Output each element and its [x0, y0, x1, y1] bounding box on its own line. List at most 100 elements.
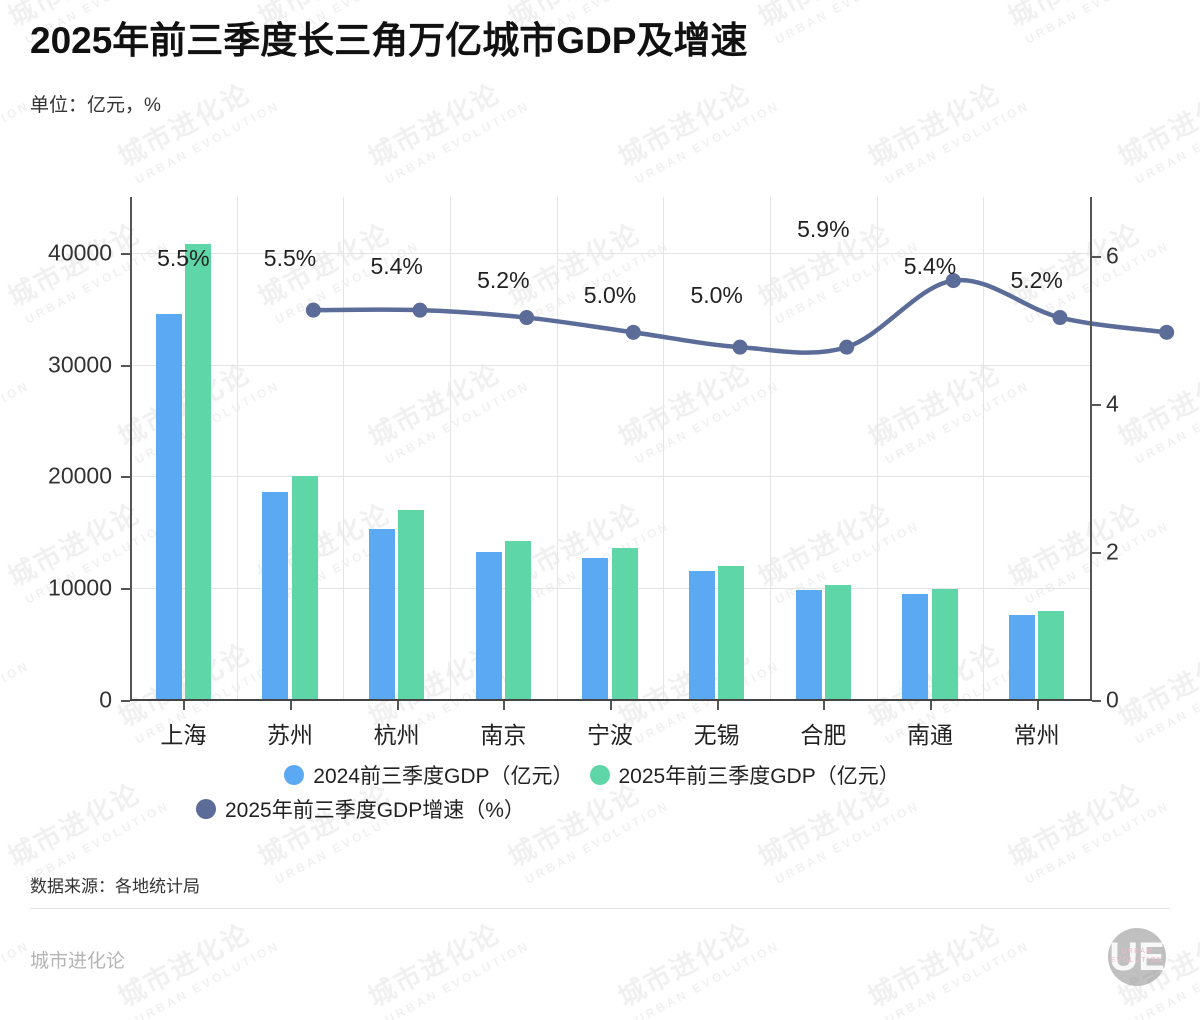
legend-label: 2024前三季度GDP（亿元） — [313, 765, 574, 788]
bar-2025 — [824, 584, 852, 700]
gridline-vertical — [236, 197, 238, 700]
legend-label: 2025年前三季度GDP（亿元） — [618, 765, 900, 788]
chart-legend: 2024前三季度GDP（亿元） 2025年前三季度GDP（亿元） 2025年前三季… — [0, 760, 1200, 828]
bar-2025 — [1038, 610, 1065, 700]
legend-swatch-circle-icon — [196, 799, 216, 819]
bar-2024 — [795, 590, 822, 700]
legend-item[interactable]: 2025年前三季度GDP（亿元） — [589, 760, 900, 790]
line-data-point — [412, 302, 428, 318]
gridline-horizontal — [130, 476, 1090, 478]
gridline-vertical — [556, 197, 558, 700]
svg-text:URBAN: URBAN — [1121, 948, 1153, 955]
bar-2024 — [1008, 615, 1036, 700]
gridline-horizontal — [130, 364, 1090, 366]
x-axis-tick — [930, 701, 932, 710]
y-axis-right-tick — [1092, 700, 1101, 702]
line-data-point — [625, 324, 641, 340]
bar-2024 — [155, 314, 182, 700]
legend-row-primary: 2024前三季度GDP（亿元） 2025年前三季度GDP（亿元） — [0, 760, 1200, 790]
line-data-point — [305, 302, 321, 318]
svg-text:UE: UE — [1109, 935, 1165, 979]
x-axis-category-label: 南通 — [907, 722, 953, 748]
chart-canvas: 0 10000 20000 30000 40000 0 2 4 6 上海 苏州 杭州 南京 宁波 无锡 合… — [0, 180, 1200, 760]
y-axis-right-tick-label: 6 — [1106, 242, 1119, 269]
gridline-horizontal — [130, 252, 1090, 254]
line-data-point — [1052, 310, 1068, 326]
page-title: 2025年前三季度长三角万亿城市GDP及增速 — [30, 20, 748, 61]
y-axis-left-tick-label: 0 — [99, 686, 112, 713]
legend-label: 2025年前三季度GDP增速（%） — [225, 799, 525, 822]
y-axis-right-tick-label: 2 — [1106, 538, 1119, 565]
bar-2025 — [398, 509, 425, 700]
x-axis-category-label: 上海 — [160, 722, 207, 748]
gridline-vertical — [770, 197, 771, 700]
bar-2025 — [184, 243, 212, 700]
bar-2025 — [611, 547, 638, 700]
growth-value-label: 5.2% — [477, 267, 530, 294]
growth-value-label: 5.4% — [903, 252, 957, 279]
x-axis-tick — [716, 701, 719, 710]
y-axis-right-tick — [1092, 256, 1101, 259]
bar-2025 — [718, 565, 745, 700]
data-source-note: 数据来源：各地统计局 — [30, 877, 200, 896]
bar-2024 — [582, 558, 609, 700]
gridline-vertical — [663, 197, 665, 700]
svg-text:EVOLUTION: EVOLUTION — [1110, 957, 1163, 964]
line-data-point — [1159, 324, 1175, 340]
gridline-vertical — [983, 197, 985, 700]
growth-value-label: 5.0% — [583, 282, 637, 309]
x-axis-category-label: 无锡 — [693, 722, 740, 748]
urban-evolution-logo-icon: UE URBAN EVOLUTION — [1108, 928, 1166, 986]
line-data-point — [519, 310, 535, 326]
y-axis-left-tick-label: 10000 — [48, 574, 112, 601]
y-axis-left-tick — [121, 588, 130, 591]
x-axis — [130, 699, 1092, 701]
bar-2025 — [931, 589, 958, 700]
x-axis-category-label: 南京 — [480, 722, 527, 748]
x-axis-tick — [610, 701, 612, 710]
bar-2025 — [504, 541, 532, 700]
y-axis-right — [1090, 197, 1092, 700]
x-axis-tick — [183, 701, 186, 710]
gridline-vertical — [450, 197, 451, 700]
growth-value-label: 5.5% — [157, 245, 210, 272]
line-data-point — [839, 339, 855, 355]
y-axis-right-tick-label: 4 — [1106, 390, 1119, 417]
bar-2024 — [262, 492, 289, 700]
y-axis-right-tick — [1092, 404, 1101, 407]
bar-2024 — [368, 528, 396, 700]
bar-2024 — [688, 571, 716, 700]
growth-value-label: 5.2% — [1010, 267, 1063, 294]
x-axis-category-label: 杭州 — [373, 722, 420, 748]
y-axis-left-tick — [121, 700, 130, 702]
bar-2024 — [902, 593, 929, 700]
y-axis-left-tick-label: 30000 — [48, 351, 112, 378]
x-axis-tick — [396, 701, 399, 710]
plot-area — [130, 197, 1175, 701]
y-axis-left — [130, 197, 132, 700]
x-axis-tick — [503, 701, 506, 710]
legend-item[interactable]: 2025年前三季度GDP增速（%） — [196, 794, 525, 824]
brand-name: 城市进化论 — [30, 951, 126, 972]
x-axis-category-label: 苏州 — [267, 722, 313, 748]
chart-subtitle: 单位：亿元，% — [30, 95, 161, 117]
growth-value-label: 5.0% — [690, 282, 743, 309]
bar-2024 — [475, 552, 502, 700]
x-axis-category-label: 宁波 — [587, 722, 633, 748]
x-axis-tick — [1036, 701, 1039, 710]
y-axis-left-tick-label: 20000 — [48, 462, 112, 489]
legend-item[interactable]: 2024前三季度GDP（亿元） — [284, 760, 574, 790]
y-axis-right-tick-label: 0 — [1106, 686, 1119, 713]
growth-value-label: 5.9% — [797, 215, 850, 242]
legend-row-secondary: 2025年前三季度GDP增速（%） — [0, 794, 1200, 824]
growth-value-label: 5.4% — [370, 252, 423, 279]
legend-swatch-circle-icon — [589, 765, 610, 785]
x-axis-category-label: 合肥 — [800, 722, 847, 748]
